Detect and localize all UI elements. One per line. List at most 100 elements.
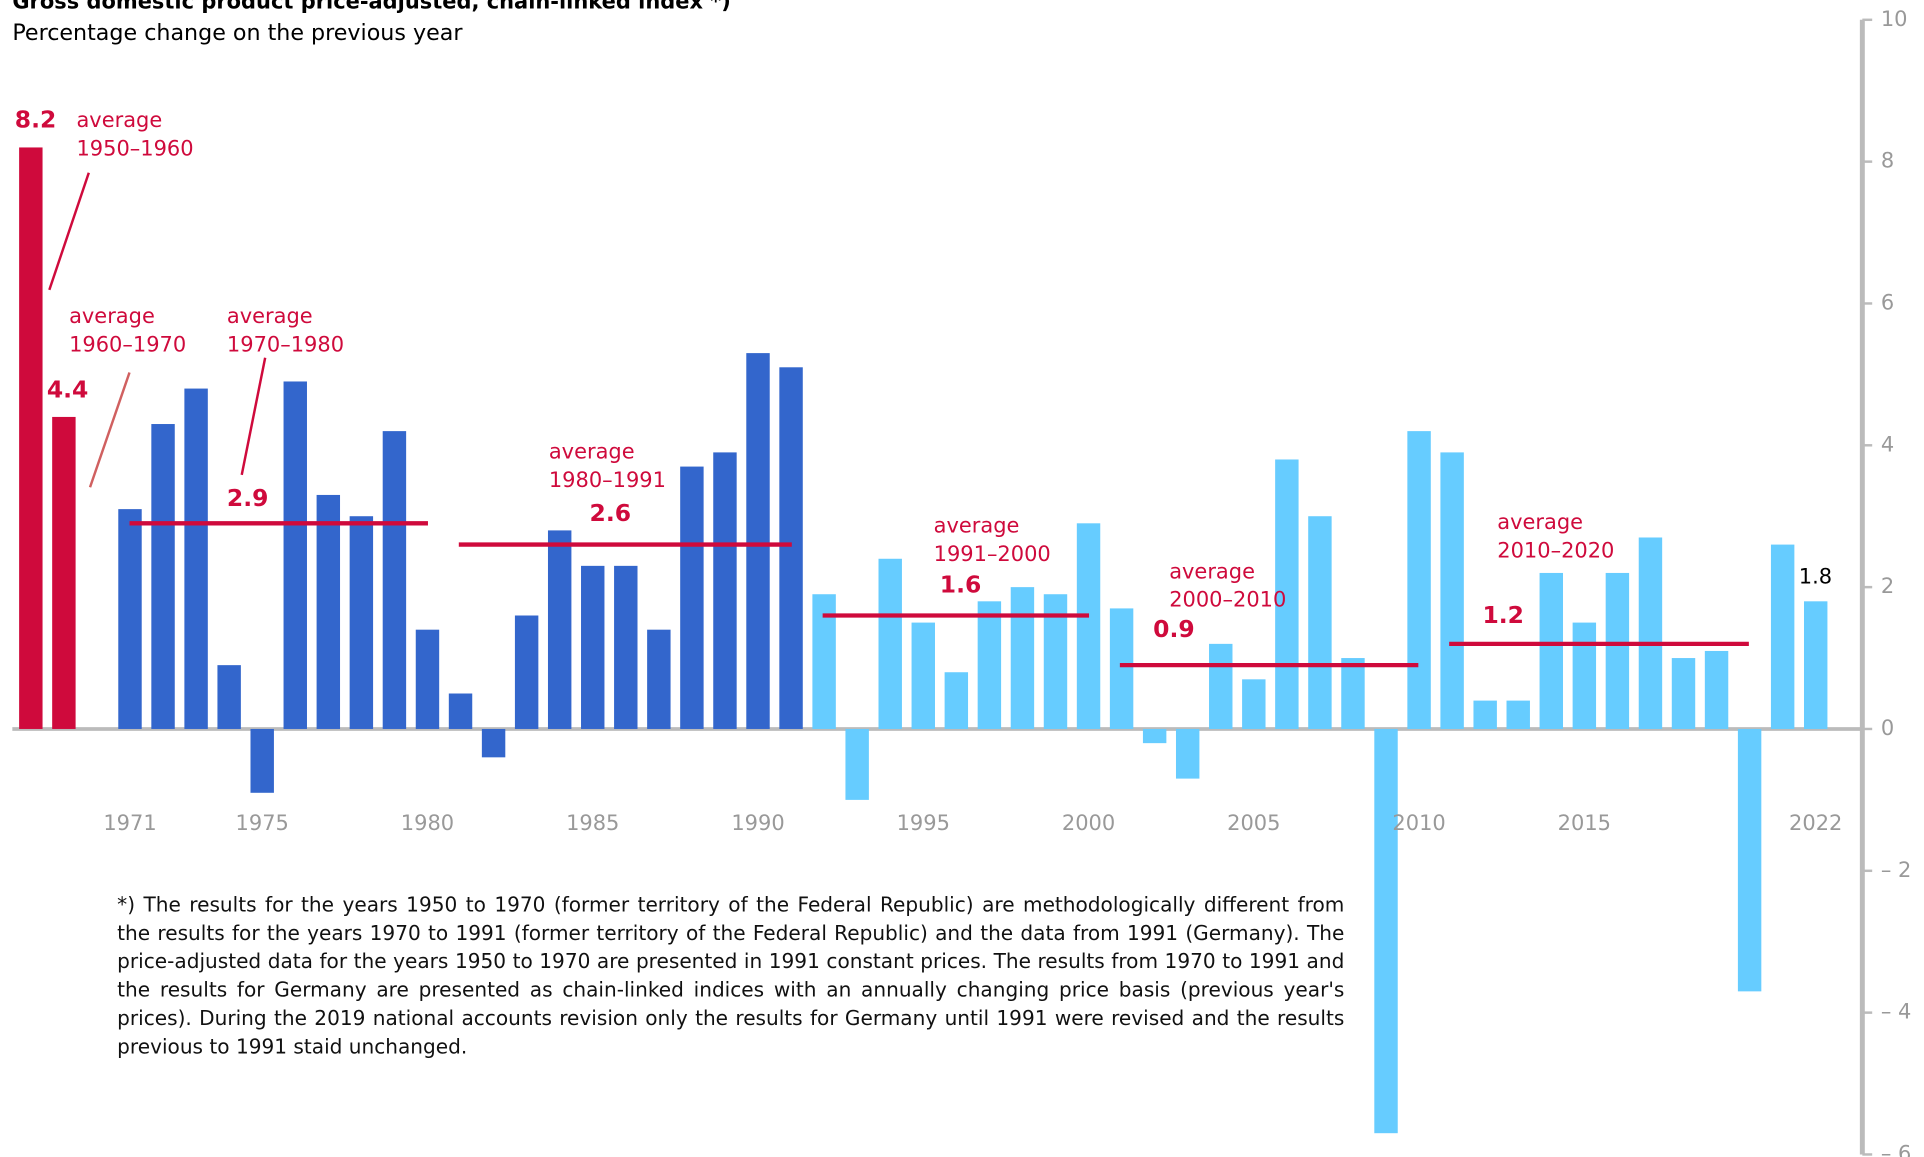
bar (746, 353, 770, 729)
average-label: average (1169, 559, 1255, 583)
average-label: 2000–2010 (1169, 588, 1286, 612)
x-tick-label: 2010 (1392, 811, 1445, 835)
footnote-box: *) The results for the years 1950 to 197… (117, 893, 1345, 1059)
value-label: 8.2 (15, 105, 57, 133)
chart-subtitle: Percentage change on the previous year (12, 20, 463, 46)
average-value: 1.6 (940, 570, 982, 598)
bar (614, 565, 638, 729)
y-tick-label: 0 (1881, 716, 1894, 740)
bar (1374, 728, 1398, 1134)
x-tick-label: 1975 (236, 811, 289, 835)
bar (1341, 658, 1365, 729)
bar (1671, 658, 1696, 729)
bar (19, 147, 43, 729)
bar (1770, 544, 1795, 729)
bar (1142, 728, 1167, 744)
bar (448, 693, 473, 729)
footnote: *) The results for the years 1950 to 197… (117, 893, 1345, 1059)
bar (184, 388, 208, 729)
bar (1242, 679, 1266, 729)
annotation: 1950–1960 (76, 136, 193, 160)
average-value: 2.9 (227, 484, 269, 512)
x-tick-label: 2000 (1062, 811, 1115, 835)
bar (118, 509, 142, 729)
bar (514, 615, 539, 729)
average-value: 2.6 (590, 499, 632, 527)
leader-line (48, 172, 90, 291)
bar (349, 516, 374, 729)
bar (382, 431, 407, 729)
x-tick-label: 1990 (731, 811, 784, 835)
x-tick-label: 1971 (103, 811, 156, 835)
bar (316, 494, 341, 729)
bar (713, 452, 737, 729)
y-tick-label: – 4 (1881, 1000, 1911, 1024)
y-tick-label: 10 (1881, 7, 1908, 31)
bar (547, 530, 572, 729)
y-tick-label: – 6 (1881, 1141, 1911, 1157)
average-label: 2010–2020 (1497, 538, 1614, 562)
bar (680, 466, 704, 729)
bar (1043, 594, 1068, 729)
bar (1076, 523, 1101, 729)
bar (1440, 452, 1464, 729)
x-tick-label: 1980 (401, 811, 454, 835)
leader-line (88, 372, 131, 488)
average-label: average (549, 440, 635, 464)
bar (1175, 728, 1200, 779)
bar (1737, 728, 1762, 992)
bar (1407, 431, 1431, 729)
bar (481, 728, 506, 758)
x-tick-label: 1995 (897, 811, 950, 835)
average-label: average (1497, 510, 1583, 534)
bar (1275, 459, 1299, 729)
average-label: 1980–1991 (549, 468, 666, 492)
bar (250, 728, 274, 793)
x-tick-label: 2015 (1558, 811, 1611, 835)
bar (581, 565, 605, 729)
average-value: 0.9 (1153, 615, 1194, 643)
bar (647, 629, 671, 729)
bar (1803, 601, 1828, 729)
bar (1704, 650, 1729, 729)
bar (944, 672, 969, 729)
y-tick-label: – 2 (1881, 858, 1911, 882)
annotation: average (76, 108, 162, 132)
value-label: 1.8 (1799, 564, 1832, 588)
bar (1308, 516, 1332, 729)
average-label: 1991–2000 (934, 542, 1051, 566)
bar (977, 601, 1002, 729)
bar (1638, 537, 1663, 729)
x-tick-label: 1985 (566, 811, 619, 835)
bar (1209, 643, 1233, 729)
average-label: average (934, 514, 1020, 538)
bar (1473, 700, 1497, 729)
bar (878, 558, 902, 729)
y-tick-label: 6 (1881, 290, 1894, 314)
bar (1010, 587, 1035, 729)
average-value: 1.2 (1482, 601, 1524, 629)
x-tick-label: 2022 (1789, 811, 1842, 835)
bar (151, 424, 175, 729)
y-tick-label: 4 (1881, 432, 1894, 456)
y-tick-label: 8 (1881, 149, 1894, 173)
bar (812, 594, 836, 729)
bar (779, 367, 803, 729)
bar (415, 629, 440, 729)
value-label: 4.4 (47, 376, 89, 404)
annotation: average (69, 304, 155, 328)
bar (217, 665, 241, 729)
leader-line (240, 357, 267, 476)
average-label: average (227, 304, 313, 328)
y-tick-label: 2 (1881, 574, 1894, 598)
bar (845, 728, 869, 800)
average-label: 1970–1980 (227, 332, 344, 356)
bar (1539, 572, 1564, 729)
bar (911, 622, 935, 729)
bar (1506, 700, 1530, 729)
bar (1109, 608, 1134, 729)
x-tick-label: 2005 (1227, 811, 1280, 835)
bar (283, 381, 307, 729)
bar (1572, 622, 1597, 729)
